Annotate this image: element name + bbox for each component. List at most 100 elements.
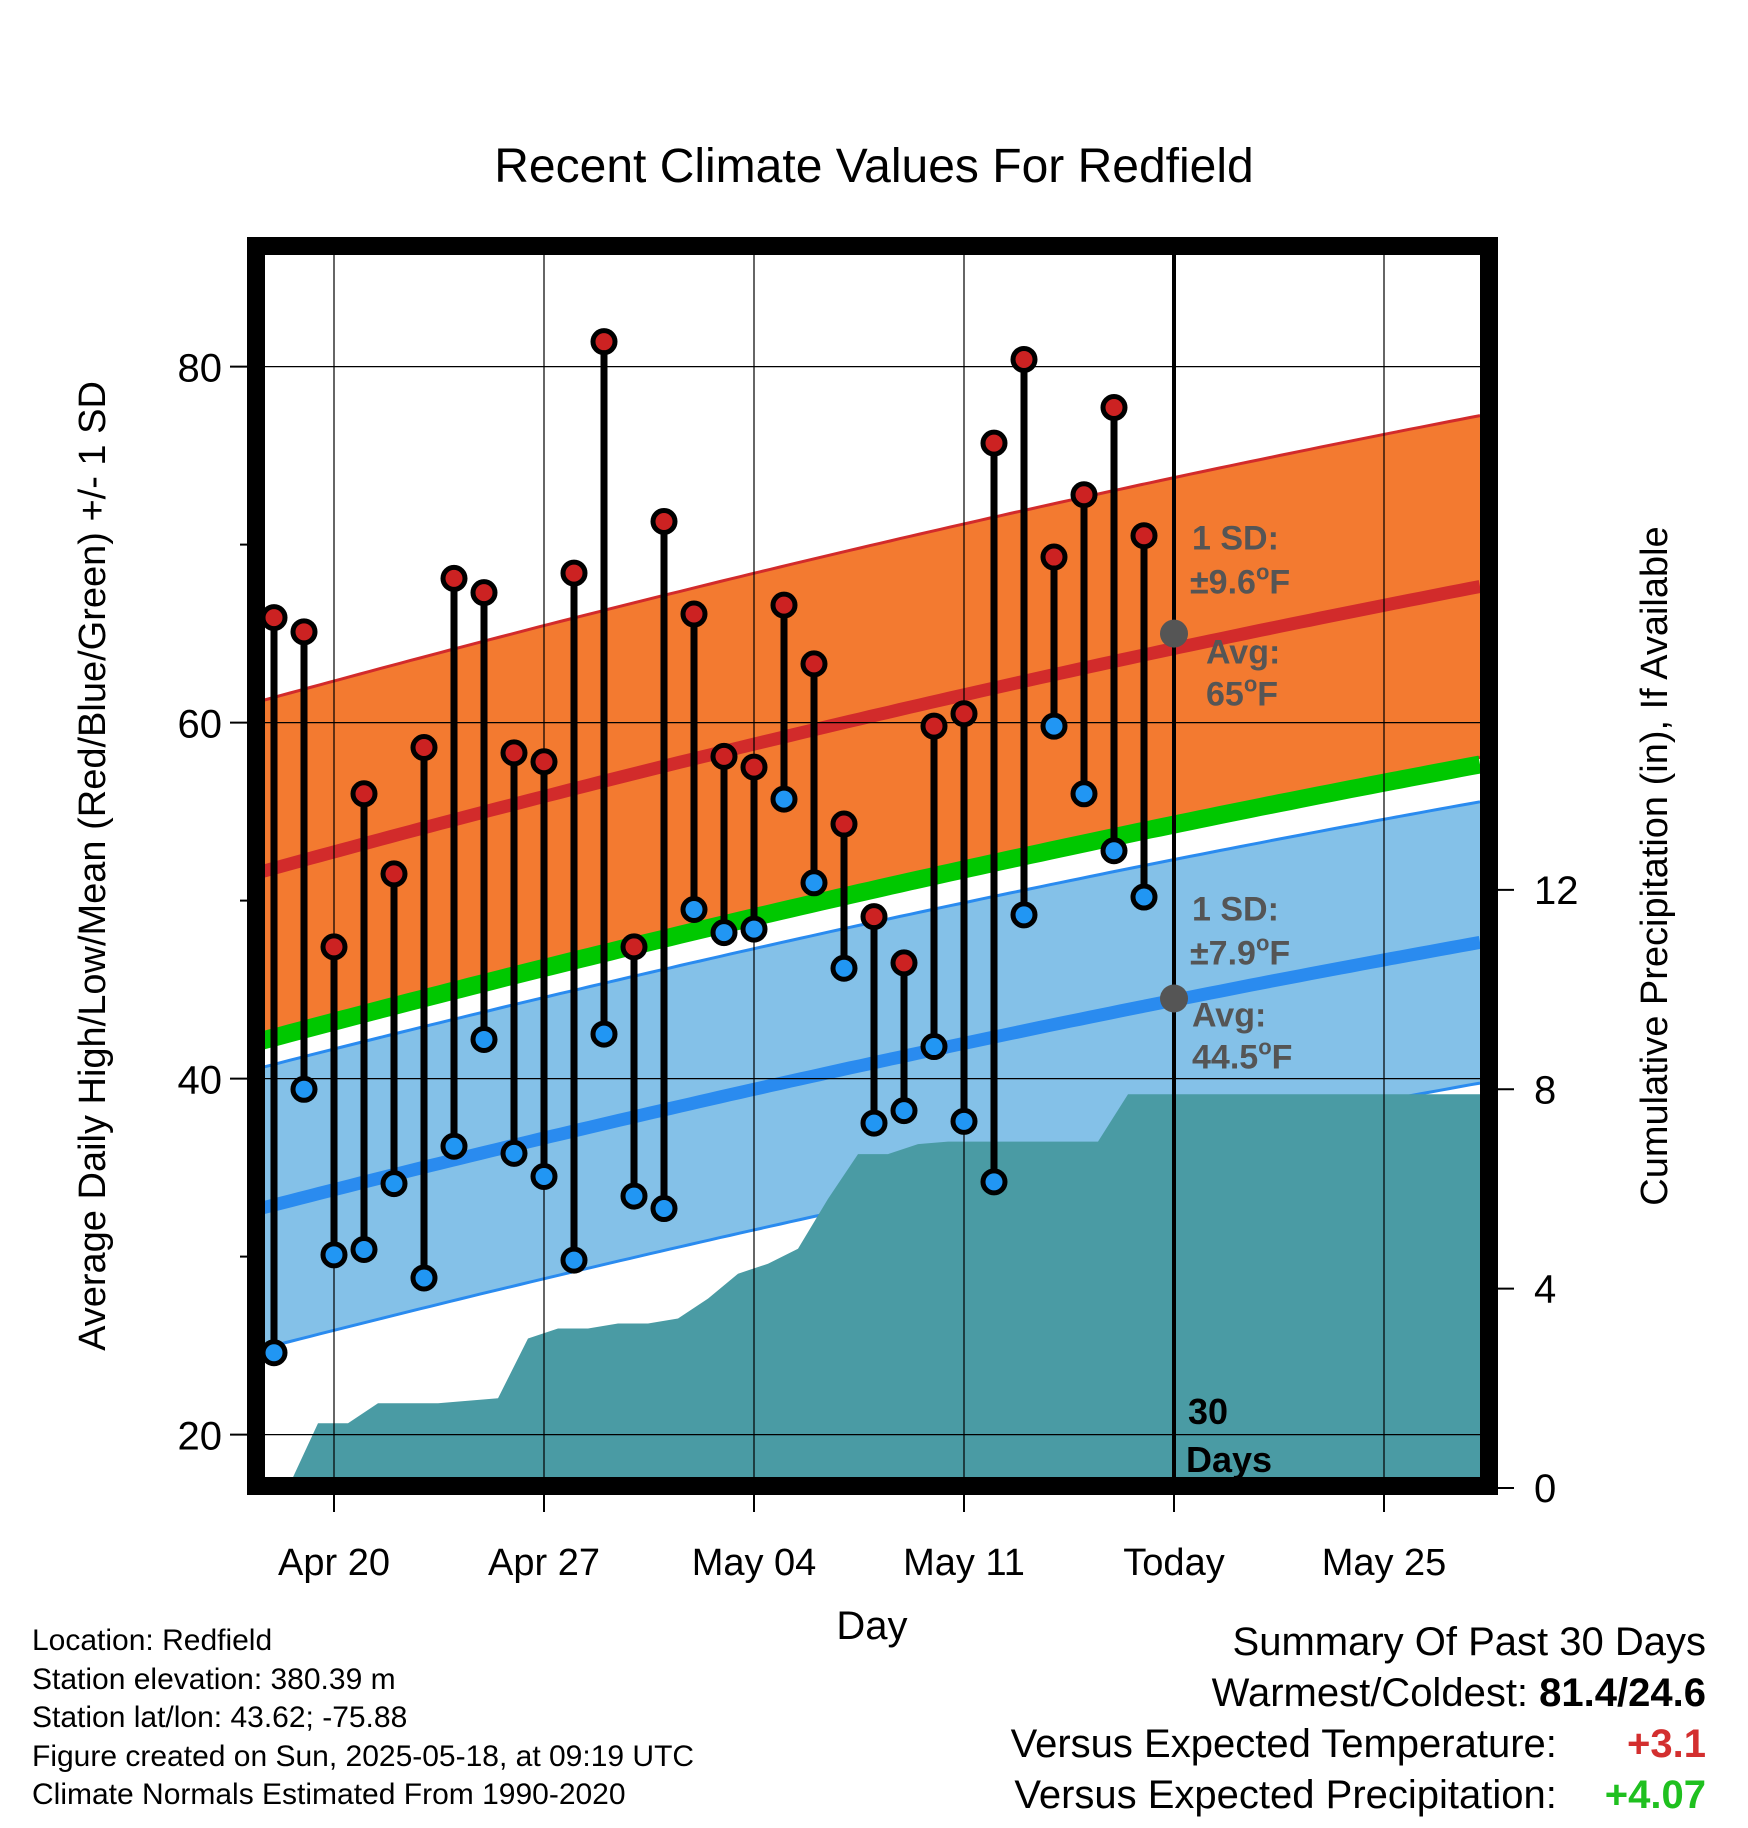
- high-avg-label: Avg:: [1206, 634, 1280, 672]
- y2-tick-label-2: 8: [1534, 1068, 1556, 1112]
- high-temp-point: [860, 903, 888, 931]
- high-temp-point: [560, 559, 588, 587]
- low-temp-point: [1070, 780, 1098, 808]
- low-temp-point: [950, 1107, 978, 1135]
- days-label-text: Days: [1186, 1439, 1272, 1480]
- low-avg-dot: [1160, 984, 1188, 1013]
- x-tick-label-5: May 25: [1322, 1542, 1447, 1584]
- summary-panel: Summary Of Past 30 Days Warmest/Coldest:…: [1011, 1617, 1706, 1821]
- x-tick-label-4: Today: [1123, 1542, 1224, 1584]
- low-temp-point: [860, 1109, 888, 1137]
- x-tick-label-1: Apr 27: [488, 1542, 600, 1584]
- low-temp-point: [830, 954, 858, 982]
- precip-vs-expected-value: +4.07: [1604, 1773, 1706, 1817]
- low-temp-point: [620, 1182, 648, 1210]
- low-temp-point: [470, 1025, 498, 1053]
- high-avg-value: 65oF: [1206, 672, 1278, 714]
- low-sd-label: 1 SD:: [1192, 891, 1279, 929]
- daily-range-bars: [260, 328, 1158, 1367]
- low-temp-point: [740, 915, 768, 943]
- station-info: Location: Redfield Station elevation: 38…: [32, 1622, 694, 1815]
- y-axis-label: Average Daily High/Low/Mean (Red/Blue/Gr…: [72, 381, 114, 1351]
- high-temp-point: [260, 604, 288, 632]
- high-temp-point: [710, 742, 738, 770]
- x-axis-label: Day: [836, 1604, 907, 1648]
- low-temp-point: [1130, 883, 1158, 911]
- high-sd-value: ±9.6oF: [1190, 560, 1290, 602]
- high-temp-point: [890, 949, 918, 977]
- low-temp-point: [890, 1097, 918, 1125]
- low-temp-point: [1040, 712, 1068, 740]
- y-tick-label-0: 20: [178, 1415, 223, 1459]
- low-temp-point: [530, 1163, 558, 1190]
- chart-title: Recent Climate Values For Redfield: [494, 140, 1253, 193]
- high-temp-point: [380, 860, 408, 888]
- created-text: Figure created on Sun, 2025-05-18, at 09…: [32, 1739, 695, 1773]
- cumulative-precip-area: [288, 1094, 1485, 1488]
- low-temp-point: [260, 1339, 288, 1367]
- low-temp-point: [650, 1195, 678, 1223]
- low-temp-point: [440, 1132, 468, 1160]
- mean-normal-line: [260, 755, 1482, 1050]
- y2-tick-label-1: 4: [1534, 1268, 1556, 1312]
- low-normal-line: [260, 936, 1482, 1215]
- low-temp-point: [500, 1139, 528, 1167]
- high-temp-point: [590, 328, 618, 356]
- temp-vs-expected-value: +3.1: [1627, 1722, 1706, 1766]
- low-temp-point: [1010, 901, 1038, 929]
- low-avg-value: 44.5oF: [1192, 1035, 1292, 1077]
- low-temp-point: [320, 1241, 348, 1269]
- x-tick-label-2: May 04: [692, 1542, 817, 1584]
- high-temp-point: [1130, 522, 1158, 550]
- high-temp-point: [1010, 345, 1038, 373]
- high-temp-point: [770, 591, 798, 619]
- location-text: Location: Redfield: [32, 1624, 273, 1657]
- high-temp-point: [350, 780, 378, 808]
- low-temp-point: [290, 1075, 318, 1103]
- days-label-number: 30: [1188, 1391, 1228, 1432]
- high-temp-point: [1040, 543, 1068, 571]
- high-temp-point: [620, 933, 648, 961]
- x-tick-label-0: Apr 20: [278, 1542, 390, 1584]
- low-temp-point: [710, 919, 738, 947]
- axes: 20 40 60 80 0 4 8 12 Apr 20 Apr 27 May 04 May 11 Tod…: [178, 237, 1579, 1584]
- high-temp-point: [290, 618, 318, 646]
- low-temp-point: [350, 1235, 378, 1263]
- high-sd-upper-line: [260, 414, 1481, 703]
- low-temp-point: [770, 785, 798, 813]
- high-temp-point: [740, 753, 768, 781]
- high-temp-point: [830, 810, 858, 838]
- y-tick-label-3: 80: [178, 347, 223, 391]
- y2-axis-label: Cumulative Precipitation (in), If Availa…: [1634, 526, 1676, 1205]
- low-temp-point: [380, 1170, 408, 1198]
- plot-frame: [247, 237, 1498, 1495]
- y2-tick-label-3: 12: [1534, 869, 1579, 913]
- warmest-label: Warmest/Coldest:: [1211, 1671, 1529, 1715]
- latlon-text: Station lat/lon: 43.62; -75.88: [32, 1701, 408, 1734]
- low-temp-point: [980, 1168, 1008, 1196]
- high-normal-line: [260, 580, 1482, 879]
- high-temp-point: [920, 712, 948, 740]
- high-temp-point: [680, 600, 708, 628]
- elevation-text: Station elevation: 380.39 m: [32, 1662, 396, 1696]
- temp-vs-expected-label: Versus Expected Temperature:: [1010, 1722, 1557, 1766]
- warmest-value: 81.4/24.6: [1539, 1671, 1706, 1715]
- high-temp-point: [440, 564, 468, 592]
- low-temp-point: [680, 896, 708, 923]
- low-temp-point: [800, 869, 828, 897]
- high-temp-point: [530, 748, 558, 776]
- low-avg-label: Avg:: [1192, 997, 1266, 1035]
- high-temp-point: [950, 700, 978, 728]
- precip-vs-expected-label: Versus Expected Precipitation:: [1014, 1773, 1557, 1817]
- summary-title: Summary Of Past 30 Days: [1232, 1620, 1706, 1664]
- low-temp-point: [590, 1020, 618, 1048]
- y-tick-label-2: 60: [178, 703, 223, 747]
- temp-vs-expected-row: Versus Expected Temperature: +3.1: [1011, 1719, 1706, 1770]
- x-tick-label-3: May 11: [903, 1542, 1025, 1584]
- high-temp-point: [800, 650, 828, 678]
- y-tick-label-1: 40: [178, 1059, 223, 1103]
- low-temp-point: [410, 1264, 438, 1292]
- low-temp-point: [920, 1033, 948, 1061]
